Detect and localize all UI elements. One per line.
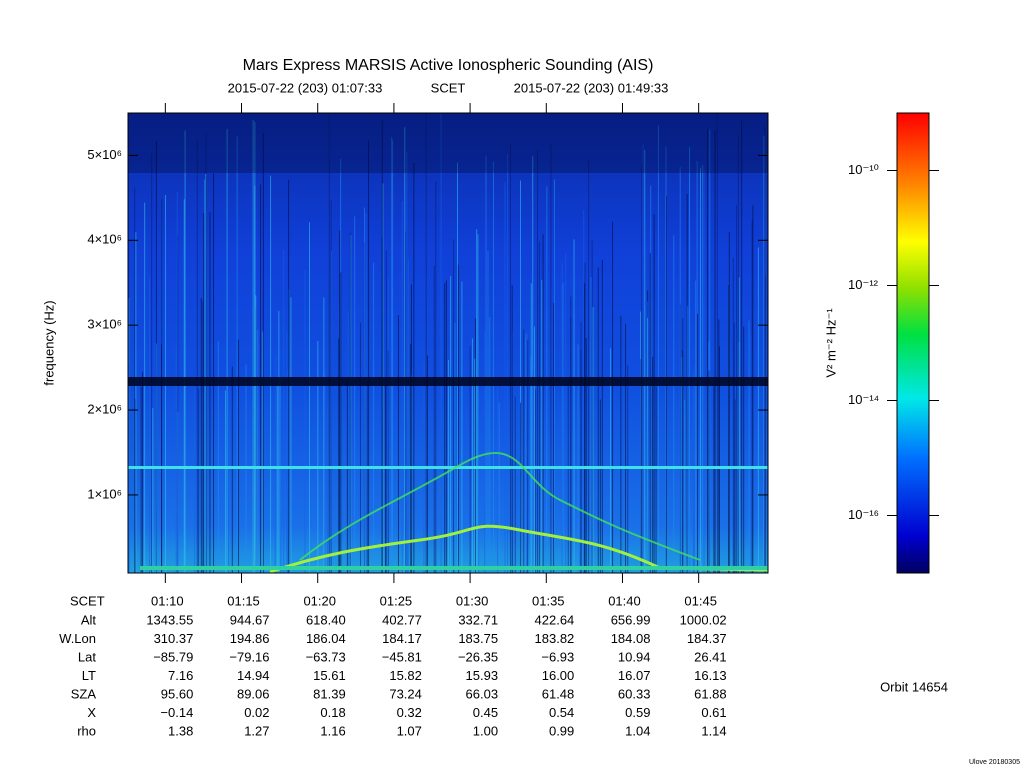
ephemeris-value: 16.13 bbox=[694, 668, 727, 683]
ephemeris-label: W.Lon bbox=[59, 631, 96, 646]
subtitle: SCET bbox=[431, 80, 466, 95]
x-tick-label: 01:15 bbox=[227, 593, 260, 608]
ephemeris-value: −0.14 bbox=[160, 705, 193, 720]
spectrogram-texture bbox=[128, 377, 768, 386]
ephemeris-value: 0.18 bbox=[320, 705, 345, 720]
footer: Ulove 20180305 bbox=[969, 759, 1020, 766]
plot-frame bbox=[127, 112, 769, 574]
y-axis-label: frequency (Hz) bbox=[41, 300, 56, 385]
ephemeris-label: SZA bbox=[71, 686, 97, 701]
ephemeris-value: 656.99 bbox=[611, 612, 651, 627]
ephemeris-value: −63.73 bbox=[306, 649, 346, 664]
ephemeris-value: 183.75 bbox=[458, 631, 498, 646]
ephemeris-value: 89.06 bbox=[237, 686, 270, 701]
ephemeris-value: 194.86 bbox=[230, 631, 270, 646]
colorbar bbox=[896, 112, 930, 574]
colorbar-tick-label: 10⁻¹⁶ bbox=[848, 507, 879, 522]
chart-title: Mars Express MARSIS Active Ionospheric S… bbox=[243, 57, 654, 74]
ephemeris-value: 7.16 bbox=[168, 668, 193, 683]
ephemeris-value: 1.14 bbox=[701, 723, 726, 738]
ephemeris-value: 310.37 bbox=[154, 631, 194, 646]
ephemeris-value: 1.16 bbox=[320, 723, 345, 738]
ephemeris-value: 66.03 bbox=[466, 686, 499, 701]
spectrogram-texture bbox=[128, 113, 768, 173]
ephemeris-value: −6.93 bbox=[541, 649, 574, 664]
ephemeris-value: 95.60 bbox=[161, 686, 194, 701]
ephemeris-value: 16.07 bbox=[618, 668, 651, 683]
ephemeris-value: 0.32 bbox=[397, 705, 422, 720]
ephemeris-value: 0.54 bbox=[549, 705, 574, 720]
orbit: Orbit 14654 bbox=[880, 679, 948, 694]
y-tick-label: 1×10⁶ bbox=[87, 486, 122, 501]
ephemeris-value: 1.04 bbox=[625, 723, 650, 738]
ephemeris-value: 183.82 bbox=[535, 631, 575, 646]
ephemeris-value: 1.00 bbox=[473, 723, 498, 738]
ephemeris-value: 14.94 bbox=[237, 668, 270, 683]
y-tick-label: 4×10⁶ bbox=[87, 232, 122, 247]
ephemeris-label: rho bbox=[77, 723, 96, 738]
ephemeris-value: 618.40 bbox=[306, 612, 346, 627]
ephemeris-value: −45.81 bbox=[382, 649, 422, 664]
ephemeris-label: Lat bbox=[78, 649, 96, 664]
ephemeris-value: −26.35 bbox=[458, 649, 498, 664]
spectrogram-texture bbox=[269, 524, 769, 574]
spectrogram bbox=[127, 113, 769, 574]
y-tick-label: 2×10⁶ bbox=[87, 401, 122, 416]
ephemeris-value: 0.02 bbox=[244, 705, 269, 720]
x-tick-label: 01:35 bbox=[532, 593, 565, 608]
ephemeris-label: LT bbox=[82, 668, 96, 683]
ephemeris-value: 0.59 bbox=[625, 705, 650, 720]
colorbar-tick-label: 10⁻¹⁰ bbox=[848, 162, 879, 177]
colorbar-label: V² m⁻² Hz⁻¹ bbox=[823, 308, 838, 378]
ephemeris-value: 1.38 bbox=[168, 723, 193, 738]
ephemeris-value: 15.61 bbox=[313, 668, 346, 683]
ephemeris-value: 1.27 bbox=[244, 723, 269, 738]
ephemeris-value: 184.37 bbox=[687, 631, 727, 646]
ephemeris-value: −79.16 bbox=[229, 649, 269, 664]
ephemeris-value: 422.64 bbox=[535, 612, 575, 627]
x-tick-label: 01:30 bbox=[456, 593, 489, 608]
ephemeris-value: 0.99 bbox=[549, 723, 574, 738]
ephemeris-value: 186.04 bbox=[306, 631, 346, 646]
y-tick-label: 3×10⁶ bbox=[87, 317, 122, 332]
spectrogram-texture bbox=[128, 466, 768, 469]
x-tick-label: 01:20 bbox=[303, 593, 336, 608]
colorbar-tick-label: 10⁻¹⁴ bbox=[848, 392, 879, 407]
ephemeris-value: 944.67 bbox=[230, 612, 270, 627]
ephemeris-value: 1000.02 bbox=[680, 612, 727, 627]
ephemeris-value: 26.41 bbox=[694, 649, 727, 664]
colorbar-tick-label: 10⁻¹² bbox=[848, 277, 879, 292]
ephemeris-value: 73.24 bbox=[389, 686, 422, 701]
ephemeris-value: 15.82 bbox=[389, 668, 422, 683]
ephemeris-value: 1.07 bbox=[397, 723, 422, 738]
y-tick-label: 5×10⁶ bbox=[87, 147, 122, 162]
ephemeris-value: 0.61 bbox=[701, 705, 726, 720]
ephemeris-value: 1343.55 bbox=[146, 612, 193, 627]
ephemeris-value: 61.88 bbox=[694, 686, 727, 701]
ephemeris-value: 184.08 bbox=[611, 631, 651, 646]
ephemeris-value: 16.00 bbox=[542, 668, 575, 683]
ephemeris-label: X bbox=[87, 705, 96, 720]
ephemeris-value: 61.48 bbox=[542, 686, 575, 701]
x-tick-label: 01:45 bbox=[684, 593, 717, 608]
ephemeris-value: 184.17 bbox=[382, 631, 422, 646]
ephemeris-value: 332.71 bbox=[458, 612, 498, 627]
x-tick-label: 01:10 bbox=[151, 593, 184, 608]
subtitle: 2015-07-22 (203) 01:49:33 bbox=[514, 80, 669, 95]
x-tick-label: 01:40 bbox=[608, 593, 641, 608]
ephemeris-value: 81.39 bbox=[313, 686, 346, 701]
x-tick-label: 01:25 bbox=[380, 593, 413, 608]
ephemeris-label: SCET bbox=[70, 593, 105, 608]
spectrogram-texture bbox=[299, 451, 701, 561]
subtitle: 2015-07-22 (203) 01:07:33 bbox=[228, 80, 383, 95]
ephemeris-value: 10.94 bbox=[618, 649, 651, 664]
spectrogram-background bbox=[128, 113, 768, 573]
ephemeris-value: −85.79 bbox=[153, 649, 193, 664]
ephemeris-value: 0.45 bbox=[473, 705, 498, 720]
ephemeris-value: 402.77 bbox=[382, 612, 422, 627]
ephemeris-value: 15.93 bbox=[466, 668, 499, 683]
ephemeris-value: 60.33 bbox=[618, 686, 651, 701]
ephemeris-label: Alt bbox=[81, 612, 97, 627]
